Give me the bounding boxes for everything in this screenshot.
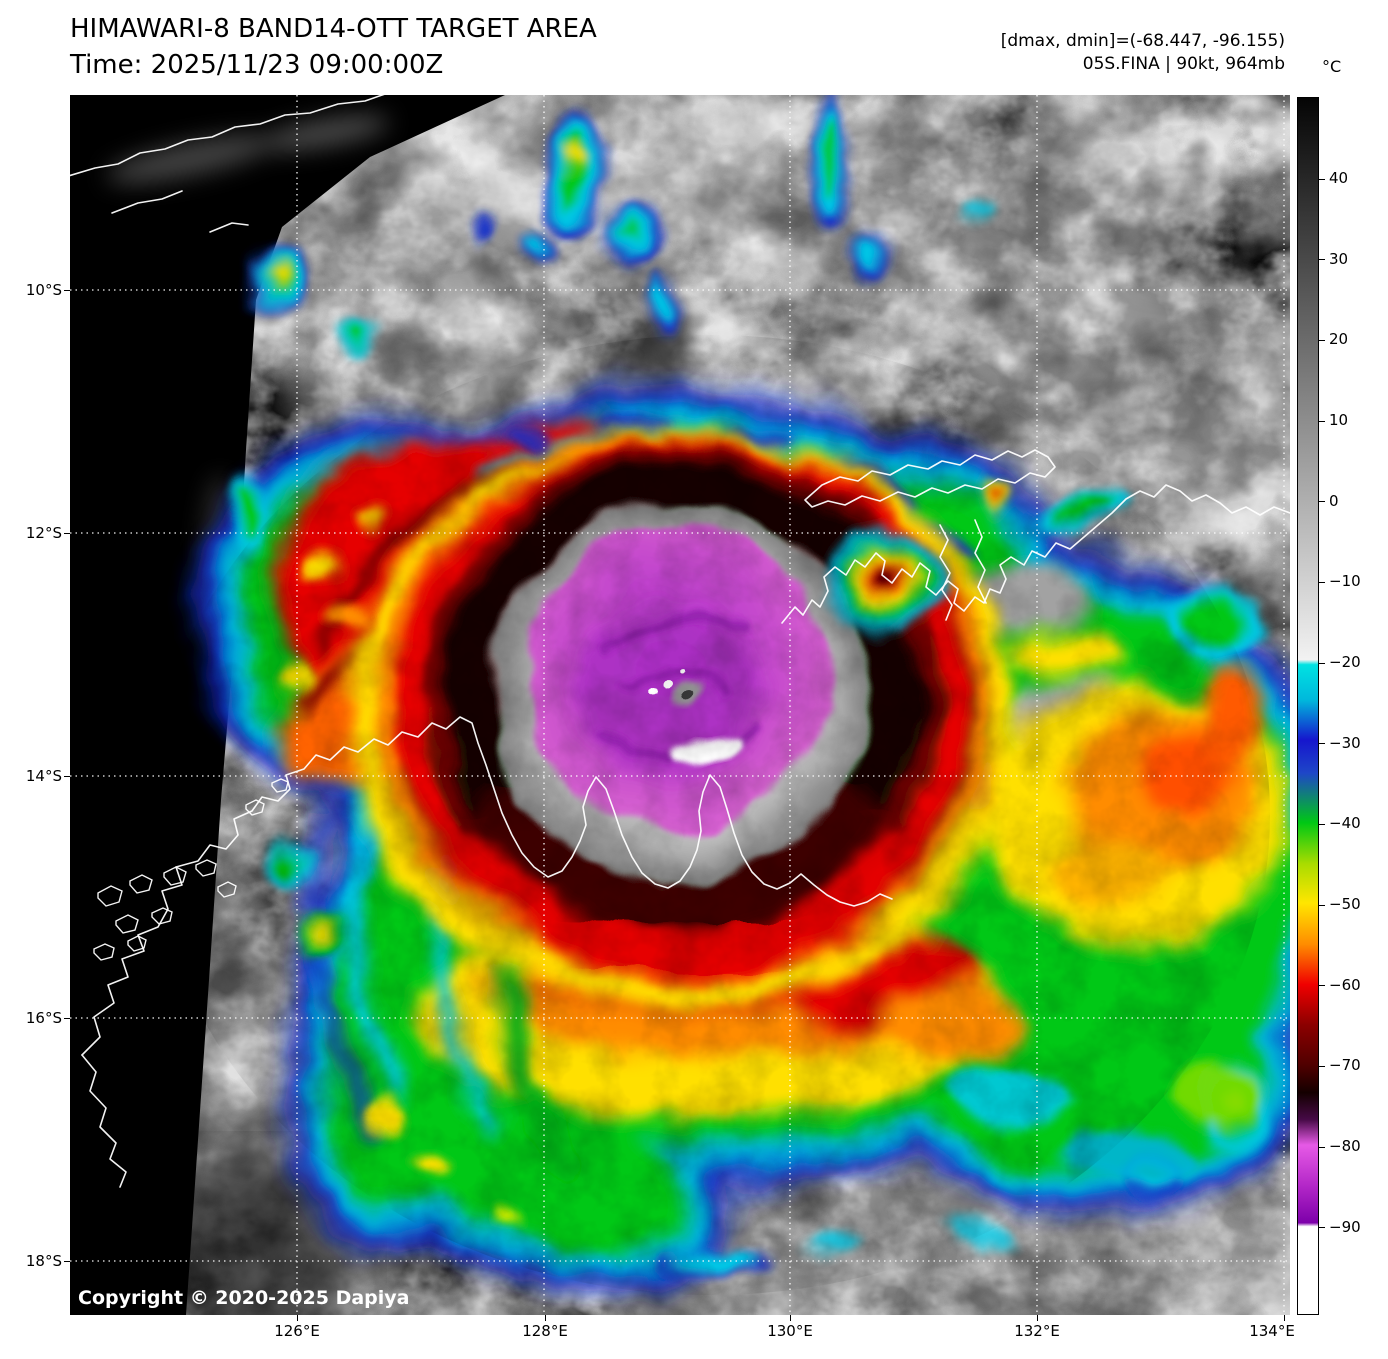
axis-tick (545, 1315, 546, 1321)
colorbar-tick-label: −30 (1329, 734, 1361, 752)
coastline-islands (93, 778, 289, 961)
axis-tick (64, 1261, 70, 1262)
colorbar-tick-label: −60 (1329, 976, 1361, 994)
black-swath-edge (70, 95, 505, 1315)
colorbar-tick-label: 20 (1329, 330, 1349, 348)
axis-tick (297, 1315, 298, 1321)
lat-label-16s: 16°S (25, 1009, 62, 1027)
axis-tick (1284, 1315, 1285, 1321)
colorbar-tick (1319, 501, 1325, 502)
colorbar-tick (1319, 1227, 1325, 1228)
axis-tick (64, 1018, 70, 1019)
lat-label-12s: 12°S (25, 524, 62, 542)
lat-label-10s: 10°S (25, 281, 62, 299)
lat-label-14s: 14°S (25, 767, 62, 785)
colorbar-tick-label: 0 (1329, 492, 1339, 510)
colorbar-tick (1319, 340, 1325, 341)
plot-area: Copyright © 2020-2025 Dapiya (70, 95, 1290, 1315)
axis-tick (1037, 1315, 1038, 1321)
colorbar-tick (1319, 259, 1325, 260)
colorbar-tick-label: −90 (1329, 1218, 1361, 1236)
colorbar-tick-label: 40 (1329, 169, 1349, 187)
annotation-dmax-dmin: [dmax, dmin]=(-68.447, -96.155) (1000, 31, 1285, 51)
axis-tick (790, 1315, 791, 1321)
lon-label-128e: 128°E (522, 1322, 568, 1340)
colorbar-tick (1319, 582, 1325, 583)
colorbar-tick (1319, 743, 1325, 744)
colorbar-tick (1319, 905, 1325, 906)
colorbar-tick-label: 10 (1329, 411, 1349, 429)
colorbar-tick (1319, 824, 1325, 825)
satellite-scene (70, 95, 1290, 1315)
annotation-storm-info: 05S.FINA | 90kt, 964mb (1082, 54, 1285, 74)
lat-label-18s: 18°S (25, 1252, 62, 1270)
colorbar-tick-label: −20 (1329, 653, 1361, 671)
colorbar-tick-label: 30 (1329, 250, 1349, 268)
colorbar-tick-label: −50 (1329, 895, 1361, 913)
colorbar-ticks: 40 30 20 10 0 −10 −20 −30 −40 −50 −60 −7… (1319, 98, 1383, 1316)
colorbar-gradient (1297, 97, 1319, 1315)
lon-label-132e: 132°E (1014, 1322, 1060, 1340)
colorbar-tick (1319, 179, 1325, 180)
colorbar-tick-label: −70 (1329, 1056, 1361, 1074)
colorbar-tick (1319, 1066, 1325, 1067)
lon-label-130e: 130°E (767, 1322, 813, 1340)
copyright-text: Copyright © 2020-2025 Dapiya (78, 1287, 410, 1309)
axis-tick (64, 290, 70, 291)
colorbar-unit-label: °C (1322, 57, 1342, 76)
axis-tick (64, 533, 70, 534)
storm-texture (150, 335, 1270, 1295)
colorbar-tick (1319, 421, 1325, 422)
axis-tick (64, 776, 70, 777)
colorbar-tick-label: −10 (1329, 572, 1361, 590)
colorbar-tick (1319, 1147, 1325, 1148)
colorbar-tick (1319, 985, 1325, 986)
lon-label-126e: 126°E (274, 1322, 320, 1340)
page-title: HIMAWARI-8 BAND14-OTT TARGET AREA (70, 14, 597, 44)
colorbar-tick (1319, 663, 1325, 664)
colorbar-tick-label: −80 (1329, 1137, 1361, 1155)
colorbar-tick-label: −40 (1329, 814, 1361, 832)
timestamp-line: Time: 2025/11/23 09:00:00Z (70, 50, 444, 80)
lon-label-134e: 134°E (1249, 1322, 1295, 1340)
coastline (70, 95, 1290, 1188)
